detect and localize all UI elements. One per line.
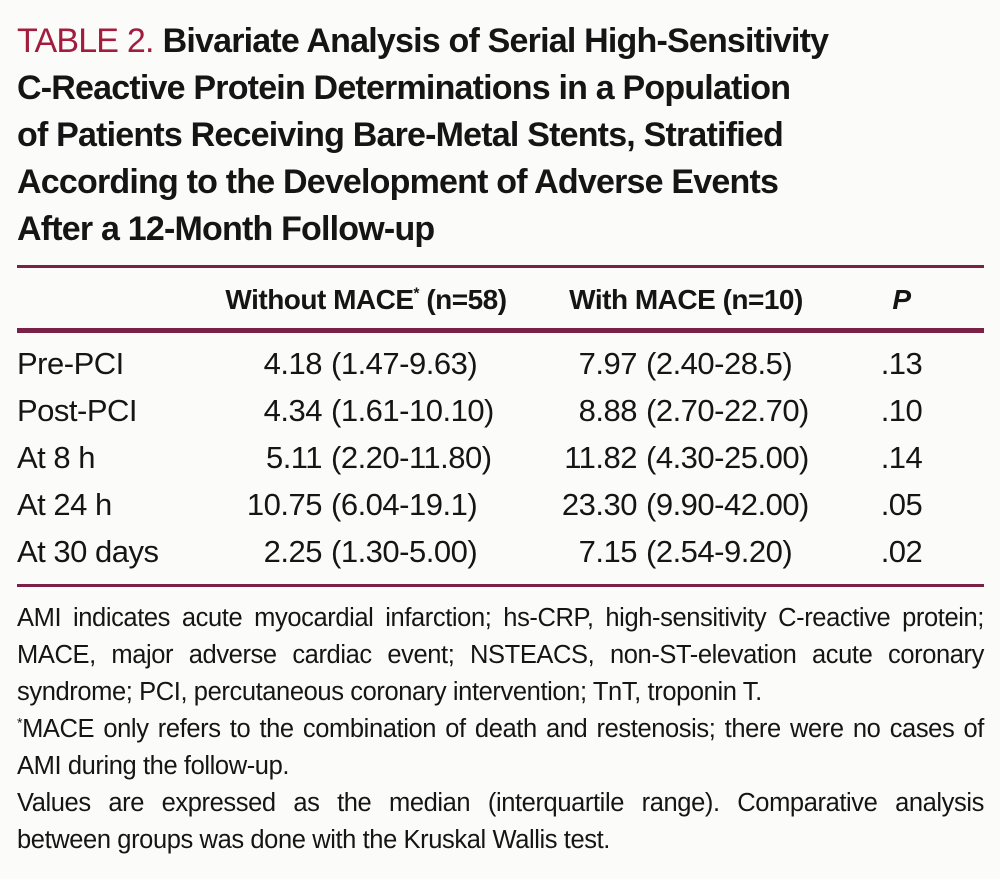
- interquartile-range: (6.04-19.1): [331, 486, 478, 522]
- with-mace-value: 7.97 (2.40-28.5): [525, 346, 847, 382]
- median-value: 4.18: [263, 345, 323, 381]
- title-line-4: According to the Development of Adverse …: [17, 163, 779, 201]
- footnote-statistics: Values are expressed as the median (inte…: [17, 789, 984, 854]
- footnote-abbreviations: AMI indicates acute myocardial infarctio…: [17, 604, 984, 706]
- with-mace-value: 7.15 (2.54-9.20): [525, 534, 847, 570]
- row-label: At 30 days: [17, 533, 159, 569]
- table-row: At 8 h 5.11 (2.20-11.80) 11.82 (4.30-25.00…: [17, 434, 984, 481]
- p-value: .14: [880, 439, 923, 475]
- table-row: Pre-PCI 4.18 (1.47-9.63) 7.97 (2.40-28.5) …: [17, 340, 984, 387]
- median-value: 5.11: [265, 439, 323, 475]
- title-line-2: C-Reactive Protein Determinations in a P…: [17, 69, 791, 107]
- interquartile-range: (9.90-42.00): [646, 486, 809, 522]
- with-mace-value: 8.88 (2.70-22.70): [525, 393, 847, 429]
- row-label: At 8 h: [17, 439, 96, 475]
- interquartile-range: (1.61-10.10): [331, 392, 494, 428]
- title-text: Bivariate Analysis of Serial High-Sensit…: [162, 22, 829, 60]
- median-value: 23.30: [561, 486, 638, 522]
- table-header-row: Without MACE* (n=58) With MACE (n=10) P: [17, 268, 984, 328]
- without-mace-value: 4.18 (1.47-9.63): [207, 346, 525, 382]
- interquartile-range: (2.70-22.70): [646, 392, 809, 428]
- without-mace-value: 10.75 (6.04-19.1): [207, 487, 525, 523]
- interquartile-range: (2.20-11.80): [331, 439, 492, 475]
- median-value: 2.25: [263, 533, 323, 569]
- row-label: At 24 h: [17, 486, 112, 522]
- without-mace-value: 4.34 (1.61-10.10): [207, 393, 525, 429]
- asterisk-superscript: *: [17, 714, 23, 731]
- with-mace-value: 11.82 (4.30-25.00): [525, 440, 847, 476]
- column-header-p: P: [892, 284, 911, 315]
- title-line-1: TABLE 2. Bivariate Analysis of Serial Hig…: [17, 18, 984, 65]
- p-value: .10: [880, 392, 923, 428]
- row-label: Post-PCI: [17, 392, 138, 428]
- asterisk-superscript: *: [413, 285, 420, 303]
- interquartile-range: (4.30-25.00): [646, 439, 809, 475]
- p-value: .05: [880, 486, 923, 522]
- footnotes: AMI indicates acute myocardial infarctio…: [17, 600, 984, 859]
- p-value: .02: [880, 533, 923, 569]
- without-mace-value: 5.11 (2.20-11.80): [207, 440, 525, 476]
- interquartile-range: (1.47-9.63): [331, 345, 478, 381]
- p-value: .13: [880, 345, 923, 381]
- median-value: 7.97: [578, 345, 638, 381]
- row-label: Pre-PCI: [17, 345, 124, 381]
- title-line-5: After a 12-Month Follow-up: [17, 210, 435, 248]
- column-header-with-mace: With MACE (n=10): [569, 284, 803, 315]
- table-title: TABLE 2. Bivariate Analysis of Serial Hig…: [17, 18, 984, 253]
- table-row: Post-PCI 4.34 (1.61-10.10) 8.88 (2.70-22.7…: [17, 387, 984, 434]
- column-header-without-mace: Without MACE* (n=58): [225, 284, 507, 315]
- median-value: 7.15: [578, 533, 638, 569]
- median-value: 8.88: [578, 392, 638, 428]
- header-divider: [17, 328, 984, 333]
- interquartile-range: (2.54-9.20): [646, 533, 793, 569]
- table-body: Pre-PCI 4.18 (1.47-9.63) 7.97 (2.40-28.5) …: [17, 333, 984, 584]
- with-mace-value: 23.30 (9.90-42.00): [525, 487, 847, 523]
- bottom-divider: [17, 584, 984, 587]
- table-row: At 30 days 2.25 (1.30-5.00) 7.15 (2.54-9.2…: [17, 528, 984, 575]
- table-number-label: TABLE 2.: [17, 22, 154, 60]
- without-mace-value: 2.25 (1.30-5.00): [207, 534, 525, 570]
- interquartile-range: (1.30-5.00): [331, 533, 478, 569]
- interquartile-range: (2.40-28.5): [646, 345, 793, 381]
- top-divider: [17, 265, 984, 268]
- median-value: 11.82: [564, 439, 637, 475]
- median-value: 10.75: [246, 486, 323, 522]
- median-value: 4.34: [263, 392, 323, 428]
- footnote-mace-definition: *MACE only refers to the combination of …: [17, 714, 984, 780]
- title-line-3: of Patients Receiving Bare-Metal Stents,…: [17, 116, 784, 154]
- table-row: At 24 h 10.75 (6.04-19.1) 23.30 (9.90-42.0…: [17, 481, 984, 528]
